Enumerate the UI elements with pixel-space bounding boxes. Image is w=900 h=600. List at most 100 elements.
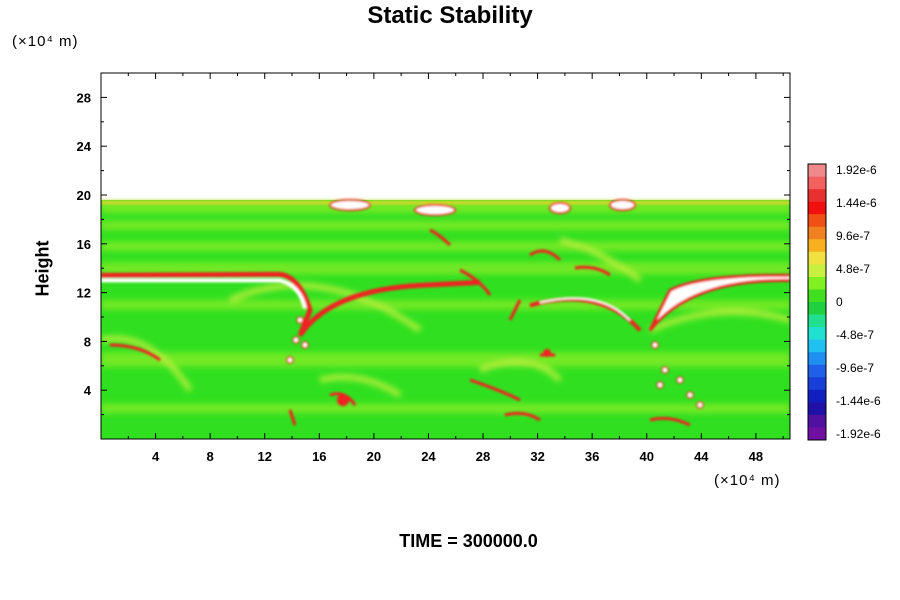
colorbar-swatch (808, 389, 826, 403)
x-tick-label: 28 (476, 449, 490, 464)
y-tick-label: 28 (77, 90, 91, 105)
colorbar-swatch (808, 364, 826, 378)
soft-arc (559, 237, 642, 283)
colorbar-swatch (808, 264, 826, 278)
blob-white (296, 316, 304, 324)
blob-white (676, 376, 684, 384)
soft-arc (478, 359, 563, 383)
stable-layer-mid-core (539, 297, 631, 322)
soft-arc (319, 374, 402, 398)
colorbar-swatch (808, 414, 826, 428)
blob-white (686, 391, 694, 399)
soft-band (101, 299, 790, 310)
filament (649, 416, 691, 427)
x-axis-unit: (×10⁴ m) (714, 472, 781, 489)
plot-frame (100, 72, 791, 440)
colorbar-swatch (808, 402, 826, 416)
x-tick-label: 40 (640, 449, 654, 464)
blob-white (661, 366, 669, 374)
stable-layer-east (648, 273, 790, 332)
filament (429, 228, 452, 247)
field-sharp-layers (101, 199, 790, 427)
stable-layer-west (101, 271, 481, 337)
colorbar-label: 4.8e-7 (836, 262, 870, 276)
x-axis: 4 8 12 16 20 24 28 32 36 40 44 48 (127, 73, 784, 464)
colorbar-swatch (808, 339, 826, 353)
colorbar-label: -9.6e-7 (836, 361, 874, 375)
colorbar-label: 1.92e-6 (836, 163, 877, 177)
colorbar-swatch (808, 314, 826, 328)
soft-band (101, 220, 790, 231)
colorbar-label: 1.44e-6 (836, 196, 877, 210)
colorbar-swatch (808, 377, 826, 391)
x-tick-label: 20 (367, 449, 381, 464)
heatmap-field (101, 199, 790, 439)
colorbar-label: -4.8e-7 (836, 328, 874, 342)
blob-white (292, 336, 300, 344)
x-tick-label: 12 (257, 449, 271, 464)
colorbar-swatch (808, 276, 826, 290)
x-tick-label: 32 (530, 449, 544, 464)
colorbar-swatch (808, 327, 826, 340)
time-footer: TIME = 300000.0 (399, 531, 538, 551)
soft-band (101, 241, 790, 252)
x-tick-label: 4 (152, 449, 160, 464)
soft-arc (101, 335, 193, 392)
colorbar-swatch (808, 427, 826, 441)
colorbar-swatch (808, 176, 826, 190)
filament (469, 378, 521, 402)
colorbar-swatch (808, 251, 826, 265)
tropopause-edge (101, 200, 790, 205)
blob-red (543, 349, 551, 357)
top-blob (549, 202, 571, 214)
y-tick-label: 12 (77, 286, 91, 301)
filament (288, 409, 297, 426)
colorbar-label: -1.92e-6 (836, 427, 881, 441)
stable-layer-west-core (101, 278, 307, 309)
filament (574, 265, 611, 277)
soft-arc (228, 282, 422, 333)
blob-white (696, 401, 704, 409)
colorbar-swatch (808, 289, 826, 303)
colorbar-swatch (808, 164, 826, 177)
top-blob (609, 199, 636, 211)
colorbar-label: -1.44e-6 (836, 394, 881, 408)
x-tick-label: 48 (749, 449, 763, 464)
colorbar-swatch (808, 226, 826, 240)
blob-white (301, 341, 309, 349)
y-tick-label: 20 (77, 188, 91, 203)
y-tick-label: 4 (84, 383, 92, 398)
y-axis-unit: (×10⁴ m) (12, 33, 79, 50)
filament (459, 268, 492, 296)
colorbar: 1.92e-6 1.44e-6 9.6e-7 4.8e-7 0 -4.8e-7 -9.6e-… (807, 163, 881, 441)
x-tick-label: 8 (207, 449, 214, 464)
top-blob (329, 199, 371, 211)
soft-band (101, 403, 790, 414)
colorbar-swatch (808, 201, 826, 215)
top-blob (414, 204, 456, 216)
x-tick-label: 24 (421, 449, 436, 464)
blob-red (337, 394, 349, 406)
blob-white (656, 381, 664, 389)
colorbar-swatch (808, 214, 826, 228)
colorbar-swatch (808, 352, 826, 366)
blob-white (286, 356, 294, 364)
filament (529, 249, 562, 262)
x-tick-label: 44 (694, 449, 709, 464)
filament (508, 299, 522, 321)
chart-title: Static Stability (367, 2, 533, 29)
colorbar-swatch (808, 239, 826, 253)
blob-white (651, 341, 659, 349)
x-tick-label: 16 (312, 449, 326, 464)
y-tick-label: 16 (77, 237, 91, 252)
colorbar-label: 9.6e-7 (836, 229, 870, 243)
colorbar-label: 0 (836, 295, 843, 309)
colorbar-frame (807, 163, 827, 441)
y-tick-label: 24 (77, 139, 92, 154)
colorbar-swatch (808, 189, 826, 202)
y-axis: 4 8 12 16 20 24 28 (77, 90, 790, 416)
soft-band (101, 352, 790, 368)
y-tick-label: 8 (84, 334, 91, 349)
filament (504, 411, 541, 422)
